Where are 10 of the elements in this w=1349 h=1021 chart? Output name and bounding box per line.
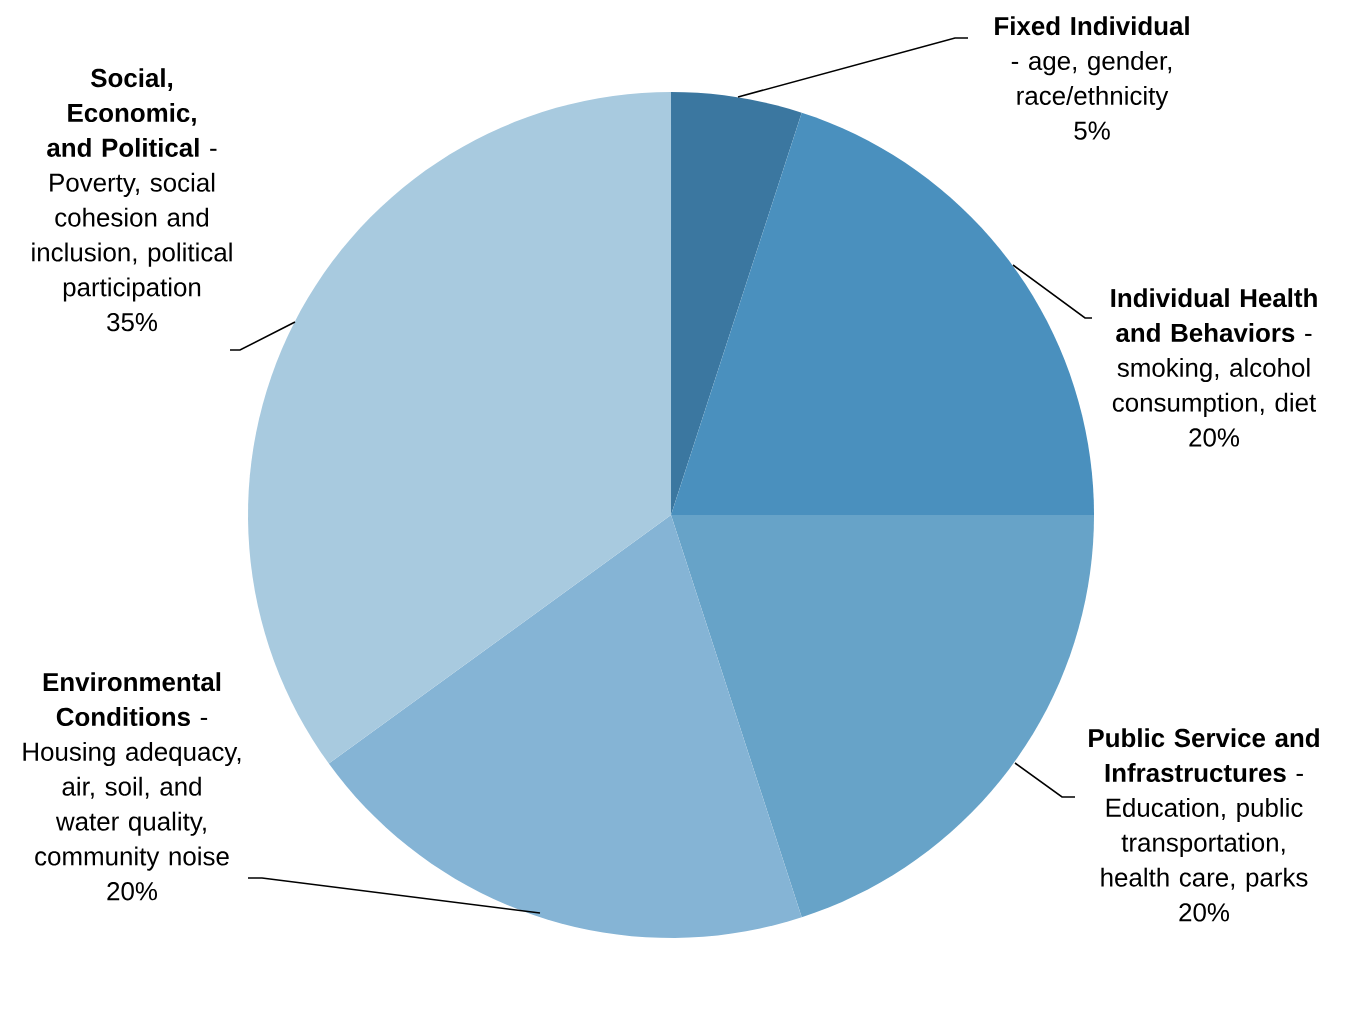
data-label: 20% (1179, 903, 1230, 922)
data-label: 20% (107, 882, 157, 901)
slice-label: Public Service and Infrastructures - Education, public transportation, health care, parks (1089, 728, 1319, 892)
slice-label: Fixed Individual - age, gender, race/ethnicity (995, 16, 1189, 111)
data-label: 5% (1074, 121, 1110, 140)
slice-label: Individual Health and Behaviors - smoking, alcohol consumption, diet (1111, 288, 1317, 417)
data-label: 35% (107, 312, 157, 332)
data-label: 20% (1189, 428, 1240, 447)
slice-label: Social, Economic, and Political - Poverty, social cohesion and inclusion, political participation (32, 68, 232, 302)
slice-label: Environmental Conditions - Housing adequacy, air, soil, and water quality, community noise (23, 672, 241, 871)
